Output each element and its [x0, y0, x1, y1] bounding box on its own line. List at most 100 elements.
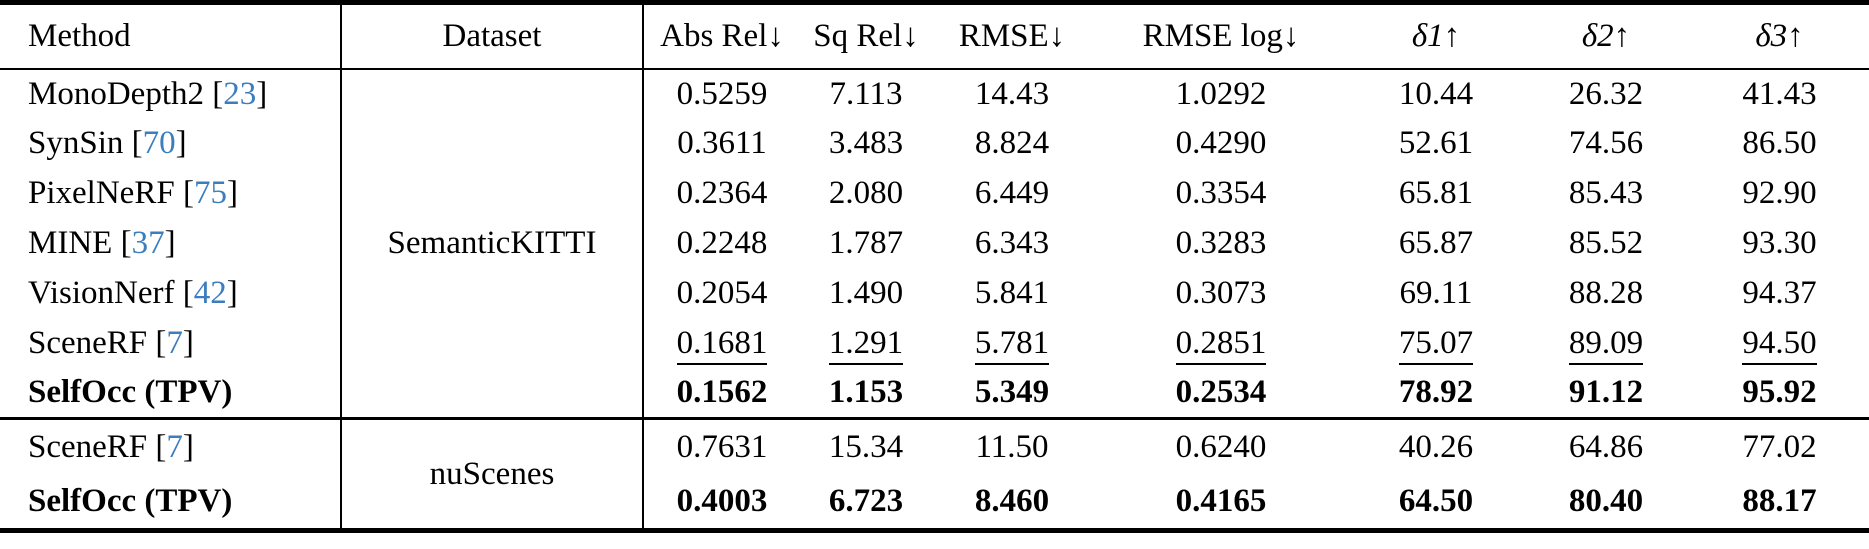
metric-value-cell: 7.113 [800, 69, 932, 119]
metric-value: 1.291 [828, 325, 904, 365]
metric-value-cell: 5.349 [932, 369, 1092, 419]
metric-value: 7.113 [829, 75, 903, 112]
metric-value-cell: 64.50 [1350, 475, 1522, 531]
metric-value: 0.2364 [676, 175, 768, 211]
metric-value: 5.349 [974, 374, 1050, 411]
metric-value: 0.3283 [1175, 225, 1267, 261]
metric-value: 6.343 [974, 225, 1050, 261]
method-cell: MonoDepth2 [23] [0, 68, 342, 119]
citation-link[interactable]: 75 [193, 175, 227, 211]
table-row: MINE [37] 0.2248 1.787 6.343 0.3283 65.87 85.5… [0, 218, 1869, 269]
metric-value-cell: 94.50 [1690, 319, 1869, 369]
metric-value-cell: 0.4290 [1092, 119, 1350, 169]
metric-value-cell: 5.781 [932, 319, 1092, 369]
metric-value-cell: 14.43 [932, 69, 1092, 119]
table-row: SynSin [70] 0.3611 3.483 8.824 0.4290 52.61 74… [0, 118, 1869, 169]
citation-link[interactable]: 42 [193, 275, 227, 311]
metric-value-cell: 1.0292 [1092, 69, 1350, 119]
citation-link[interactable]: 7 [166, 428, 183, 465]
metric-value-cell: 11.50 [932, 417, 1092, 475]
metric-value-cell: 41.43 [1690, 69, 1869, 119]
column-header-sq_rel: Sq Rel↓ [800, 2, 932, 70]
method-name: MINE [28, 225, 113, 261]
citation-bracket-close: ] [182, 325, 194, 361]
metric-value: 5.781 [974, 325, 1050, 365]
metric-value: 0.4290 [1175, 125, 1267, 161]
metric-value-cell: 0.2248 [643, 219, 800, 269]
method-cell: MINE [37] [0, 218, 342, 269]
column-header-abs_rel: Abs Rel↓ [643, 2, 800, 70]
table-body: MonoDepth2 [23] SemanticKITTI 0.5259 7.113 1… [0, 68, 1869, 531]
citation-link[interactable]: 70 [142, 125, 176, 161]
metric-value: 3.483 [828, 125, 904, 161]
method-name: SelfOcc (TPV) [28, 374, 233, 411]
citation-bracket-open: [ [120, 225, 132, 261]
citation-bracket-close: ] [175, 125, 187, 161]
metric-value: 0.1681 [676, 325, 768, 365]
metric-value-cell: 65.81 [1350, 169, 1522, 219]
table-row: SceneRF [7] nuScenes 0.7631 15.34 11.50 0.624… [0, 417, 1869, 531]
method-cell: PixelNeRF [75] [0, 168, 342, 219]
metric-value: 0.4003 [676, 482, 768, 519]
metric-value-cell: 69.11 [1350, 269, 1522, 319]
metric-value: 26.32 [1568, 75, 1644, 112]
citation-bracket-open: [ [155, 325, 167, 361]
metric-value: 0.6240 [1175, 428, 1267, 465]
metric-value: 65.81 [1398, 175, 1474, 211]
metric-value-cell: 89.09 [1522, 319, 1690, 369]
column-header-delta2: δ2↑ [1522, 2, 1690, 70]
metric-value-cell: 0.3611 [643, 119, 800, 169]
metric-value: 0.2851 [1175, 325, 1267, 365]
metric-value-cell: 15.34 [800, 417, 932, 475]
metric-value-cell: 0.1562 [643, 369, 800, 419]
citation-bracket-close: ] [226, 175, 238, 211]
metric-value: 1.0292 [1175, 75, 1267, 112]
metric-value: 52.61 [1398, 125, 1474, 161]
citation-link[interactable]: 7 [166, 325, 183, 361]
metric-value: 11.50 [975, 428, 1049, 465]
metric-value-cell: 1.291 [800, 319, 932, 369]
metric-value-cell: 94.37 [1690, 269, 1869, 319]
metric-value-cell: 0.4003 [643, 475, 800, 531]
metric-value-cell: 74.56 [1522, 119, 1690, 169]
metric-value: 85.43 [1568, 175, 1644, 211]
column-header-rmse: RMSE↓ [932, 2, 1092, 70]
table-row: MonoDepth2 [23] SemanticKITTI 0.5259 7.113 1… [0, 68, 1869, 419]
metric-value: 86.50 [1742, 125, 1817, 161]
metric-value: 0.7631 [676, 428, 768, 465]
metric-value: 0.3354 [1175, 175, 1267, 211]
metric-value-cell: 0.6240 [1092, 417, 1350, 475]
metric-value-cell: 0.2851 [1092, 319, 1350, 369]
citation-bracket-open: [ [131, 125, 143, 161]
metric-value-cell: 6.449 [932, 169, 1092, 219]
table-row: PixelNeRF [75] 0.2364 2.080 6.449 0.3354 65.8… [0, 168, 1869, 219]
citation-link[interactable]: 37 [131, 225, 165, 261]
metric-value: 0.3073 [1175, 275, 1267, 311]
column-header-dataset: Dataset [341, 2, 644, 70]
metric-value: 74.56 [1568, 125, 1644, 161]
metric-value-cell: 0.3283 [1092, 219, 1350, 269]
metric-value: 88.28 [1568, 275, 1644, 311]
method-name: VisionNerf [28, 275, 175, 311]
dataset-cell: SemanticKITTI [341, 68, 644, 419]
metric-value-cell: 0.5259 [643, 69, 800, 119]
metric-value: 15.34 [828, 428, 904, 465]
method-name: MonoDepth2 [28, 75, 204, 112]
metric-value-cell: 0.3354 [1092, 169, 1350, 219]
metric-value-cell: 77.02 [1690, 417, 1869, 475]
metric-value: 77.02 [1742, 428, 1817, 465]
metric-value: 88.17 [1742, 482, 1817, 519]
metric-value: 78.92 [1398, 374, 1474, 411]
citation-link[interactable]: 23 [223, 75, 257, 112]
metric-value-cell: 80.40 [1522, 475, 1690, 531]
metric-value-cell: 88.17 [1690, 475, 1869, 531]
metric-value-cell: 8.460 [932, 475, 1092, 531]
metric-value: 65.87 [1398, 225, 1474, 261]
metric-value-cell: 0.2054 [643, 269, 800, 319]
metric-value-cell: 26.32 [1522, 69, 1690, 119]
table-row: SelfOcc (TPV) 0.4003 6.723 8.460 0.4165 64.50… [0, 474, 1869, 531]
metric-value: 0.2534 [1175, 374, 1267, 411]
metric-value: 1.153 [828, 374, 904, 411]
citation-bracket-open: [ [212, 75, 224, 112]
metric-value: 8.824 [974, 125, 1050, 161]
